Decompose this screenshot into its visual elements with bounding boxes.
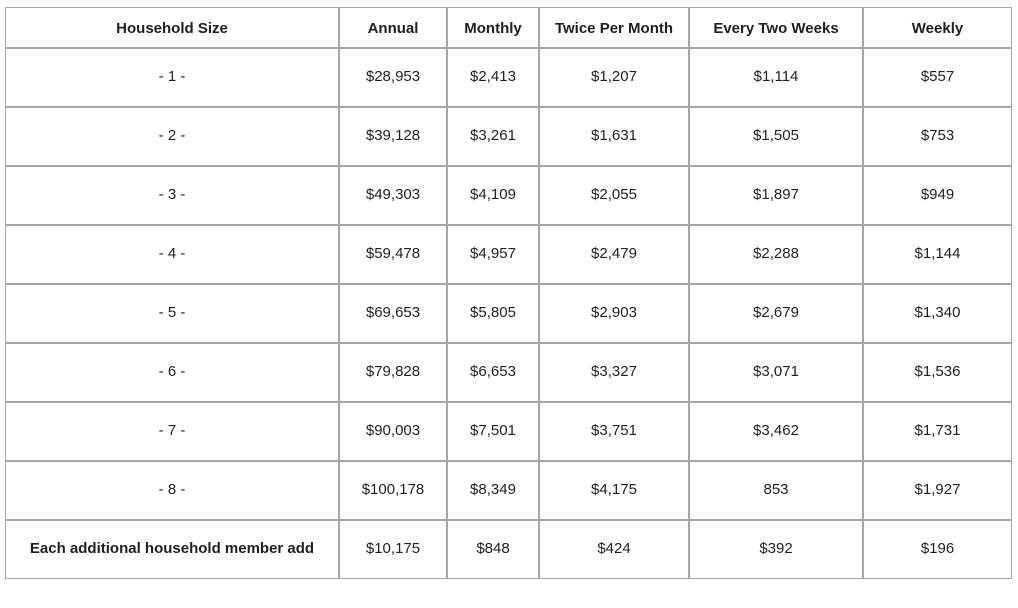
- table-row: - 7 - $90,003 $7,501 $3,751 $3,462 $1,73…: [5, 402, 1012, 461]
- weekly-cell: $1,340: [863, 284, 1012, 343]
- weekly-cell: $1,731: [863, 402, 1012, 461]
- annual-cell: $28,953: [339, 48, 447, 107]
- household-size-cell: - 6 -: [5, 343, 339, 402]
- monthly-cell: $7,501: [447, 402, 539, 461]
- weekly-cell: $196: [863, 520, 1012, 579]
- every-two-weeks-cell: 853: [689, 461, 863, 520]
- table-row: - 3 - $49,303 $4,109 $2,055 $1,897 $949: [5, 166, 1012, 225]
- household-size-cell: - 4 -: [5, 225, 339, 284]
- table-row: - 6 - $79,828 $6,653 $3,327 $3,071 $1,53…: [5, 343, 1012, 402]
- column-header-twice-per-month: Twice Per Month: [539, 7, 689, 48]
- column-header-annual: Annual: [339, 7, 447, 48]
- household-size-cell: - 2 -: [5, 107, 339, 166]
- twice-per-month-cell: $3,327: [539, 343, 689, 402]
- household-size-cell: - 3 -: [5, 166, 339, 225]
- twice-per-month-cell: $2,903: [539, 284, 689, 343]
- column-header-household-size: Household Size: [5, 7, 339, 48]
- header-row: Household Size Annual Monthly Twice Per …: [5, 7, 1012, 48]
- twice-per-month-cell: $2,479: [539, 225, 689, 284]
- household-size-cell: - 8 -: [5, 461, 339, 520]
- weekly-cell: $1,927: [863, 461, 1012, 520]
- household-size-cell: - 5 -: [5, 284, 339, 343]
- weekly-cell: $753: [863, 107, 1012, 166]
- household-size-cell: Each additional household member add: [5, 520, 339, 579]
- monthly-cell: $4,109: [447, 166, 539, 225]
- column-header-weekly: Weekly: [863, 7, 1012, 48]
- twice-per-month-cell: $1,631: [539, 107, 689, 166]
- every-two-weeks-cell: $1,114: [689, 48, 863, 107]
- annual-cell: $100,178: [339, 461, 447, 520]
- monthly-cell: $4,957: [447, 225, 539, 284]
- twice-per-month-cell: $1,207: [539, 48, 689, 107]
- monthly-cell: $5,805: [447, 284, 539, 343]
- weekly-cell: $1,144: [863, 225, 1012, 284]
- table-row: - 8 - $100,178 $8,349 $4,175 853 $1,927: [5, 461, 1012, 520]
- table-row: - 5 - $69,653 $5,805 $2,903 $2,679 $1,34…: [5, 284, 1012, 343]
- monthly-cell: $2,413: [447, 48, 539, 107]
- every-two-weeks-cell: $1,505: [689, 107, 863, 166]
- weekly-cell: $949: [863, 166, 1012, 225]
- household-size-cell: - 7 -: [5, 402, 339, 461]
- twice-per-month-cell: $424: [539, 520, 689, 579]
- annual-cell: $39,128: [339, 107, 447, 166]
- monthly-cell: $3,261: [447, 107, 539, 166]
- every-two-weeks-cell: $1,897: [689, 166, 863, 225]
- annual-cell: $10,175: [339, 520, 447, 579]
- income-eligibility-table: Household Size Annual Monthly Twice Per …: [5, 7, 1012, 579]
- annual-cell: $59,478: [339, 225, 447, 284]
- annual-cell: $49,303: [339, 166, 447, 225]
- table-row: - 4 - $59,478 $4,957 $2,479 $2,288 $1,14…: [5, 225, 1012, 284]
- twice-per-month-cell: $2,055: [539, 166, 689, 225]
- weekly-cell: $557: [863, 48, 1012, 107]
- table-row: Each additional household member add $10…: [5, 520, 1012, 579]
- household-size-cell: - 1 -: [5, 48, 339, 107]
- every-two-weeks-cell: $2,288: [689, 225, 863, 284]
- monthly-cell: $8,349: [447, 461, 539, 520]
- table-row: - 2 - $39,128 $3,261 $1,631 $1,505 $753: [5, 107, 1012, 166]
- annual-cell: $69,653: [339, 284, 447, 343]
- column-header-monthly: Monthly: [447, 7, 539, 48]
- every-two-weeks-cell: $3,071: [689, 343, 863, 402]
- column-header-every-two-weeks: Every Two Weeks: [689, 7, 863, 48]
- every-two-weeks-cell: $2,679: [689, 284, 863, 343]
- every-two-weeks-cell: $3,462: [689, 402, 863, 461]
- twice-per-month-cell: $4,175: [539, 461, 689, 520]
- annual-cell: $79,828: [339, 343, 447, 402]
- annual-cell: $90,003: [339, 402, 447, 461]
- every-two-weeks-cell: $392: [689, 520, 863, 579]
- monthly-cell: $6,653: [447, 343, 539, 402]
- monthly-cell: $848: [447, 520, 539, 579]
- weekly-cell: $1,536: [863, 343, 1012, 402]
- twice-per-month-cell: $3,751: [539, 402, 689, 461]
- table-row: - 1 - $28,953 $2,413 $1,207 $1,114 $557: [5, 48, 1012, 107]
